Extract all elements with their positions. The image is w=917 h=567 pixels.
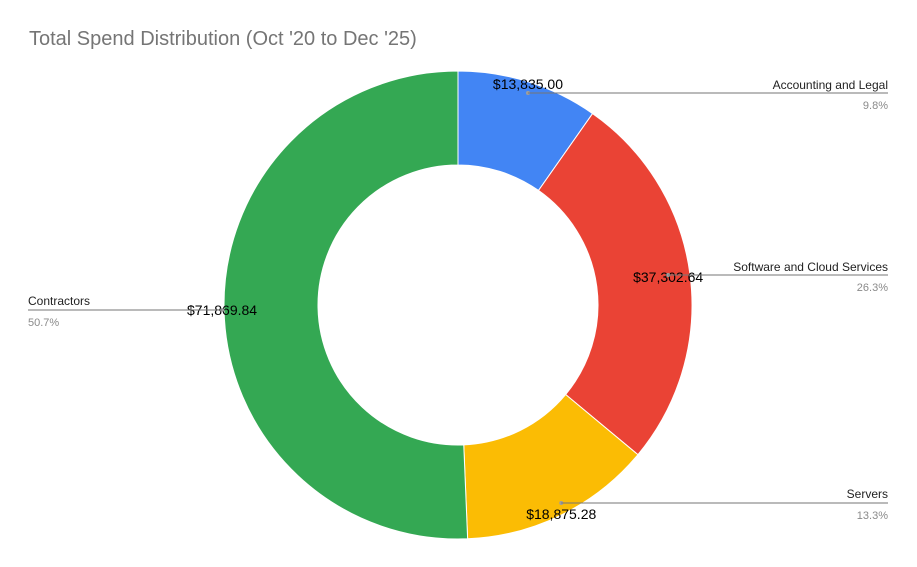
slice-software-and-cloud-services[interactable] bbox=[537, 112, 693, 456]
legend-percent: 26.3% bbox=[857, 282, 888, 294]
slice-value-label: $13,835.00 bbox=[493, 76, 563, 92]
slice-value-label: $18,875.28 bbox=[526, 506, 596, 522]
legend-label: Servers bbox=[847, 487, 888, 501]
legend-label: Contractors bbox=[28, 294, 90, 308]
legend-label: Software and Cloud Services bbox=[733, 260, 888, 274]
legend-percent: 13.3% bbox=[857, 510, 888, 522]
legend-label: Accounting and Legal bbox=[773, 78, 888, 92]
legend-percent: 9.8% bbox=[863, 100, 888, 112]
chart-title: Total Spend Distribution (Oct '20 to Dec… bbox=[29, 28, 417, 50]
slice-value-label: $37,302.64 bbox=[633, 269, 703, 285]
slice-contractors[interactable] bbox=[223, 70, 469, 540]
legend-percent: 50.7% bbox=[28, 317, 59, 329]
